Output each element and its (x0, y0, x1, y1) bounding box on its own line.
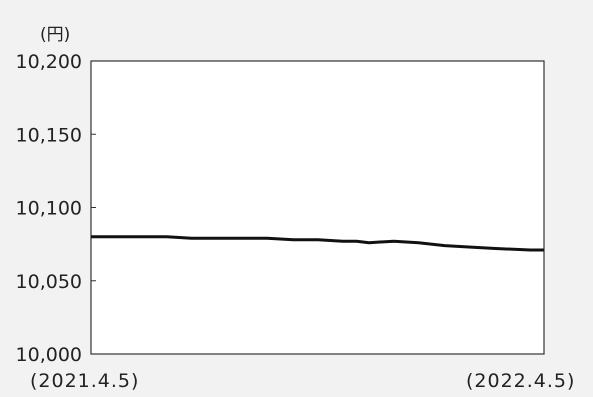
x-tick-label-start: (2021.4.5) (30, 370, 139, 392)
plot-area (90, 60, 545, 355)
y-tick-label: 10,100 (16, 198, 82, 220)
series-line (91, 235, 544, 252)
y-tick-label: 10,000 (16, 344, 82, 366)
y-tick-label: 10,150 (16, 124, 82, 146)
x-tick-label-end: (2022.4.5) (466, 370, 575, 392)
y-tick-label: 10,200 (16, 51, 82, 73)
y-tick-label: 10,050 (16, 271, 82, 293)
y-unit-label: (円) (40, 25, 70, 45)
